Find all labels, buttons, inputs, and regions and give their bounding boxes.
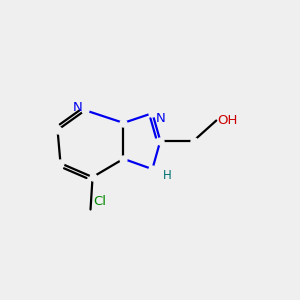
Text: OH: OH (218, 114, 238, 127)
Text: N: N (155, 112, 165, 125)
Text: N: N (73, 101, 82, 114)
Text: H: H (163, 169, 172, 182)
Text: Cl: Cl (94, 195, 106, 208)
